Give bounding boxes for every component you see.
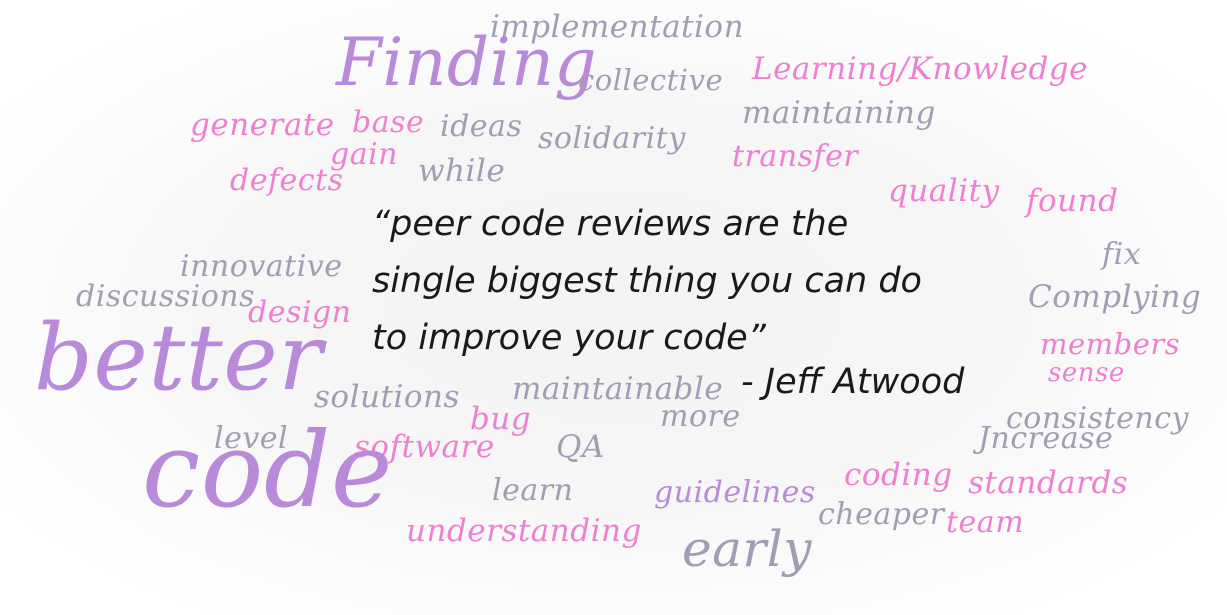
word-more: more (660, 399, 741, 434)
quote-line-3: to improve your code” (372, 318, 766, 358)
word-quality: quality (888, 173, 1000, 209)
word-maintainable: maintainable (512, 371, 724, 407)
word-innovative: innovative (180, 249, 343, 284)
word-defects: defects (230, 163, 344, 198)
word-guidelines: guidelines (654, 475, 816, 510)
word-members: members (1040, 327, 1181, 361)
word-consistency: consistency (1006, 401, 1189, 436)
word-collective: collective (578, 63, 724, 97)
word-level: level (214, 421, 289, 456)
word-sense: sense (1048, 358, 1125, 388)
word-bug: bug (470, 401, 532, 437)
word-transfer: transfer (732, 139, 859, 174)
word-solidarity: solidarity (538, 121, 686, 156)
quote-text: “peer code reviews are the single bigges… (372, 196, 1012, 367)
word-learn: learn (492, 473, 574, 508)
word-maintaining: maintaining (742, 95, 936, 131)
word-better: better (34, 304, 323, 411)
word-early: early (682, 520, 813, 578)
word-understanding: understanding (406, 513, 642, 549)
word-standards: standards (968, 465, 1129, 501)
word-gain: gain (330, 137, 399, 172)
word-while: while (418, 153, 506, 189)
word-coding: coding (844, 457, 953, 493)
word-generate: generate (190, 107, 335, 143)
quote-line-1: “peer code reviews are the (372, 204, 849, 244)
quote-author: - Jeff Atwood (741, 362, 965, 402)
word-complying: Complying (1028, 279, 1202, 315)
word-base: base (352, 105, 425, 140)
word-implementation: implementation (490, 9, 745, 45)
word-discussions: discussions (76, 279, 255, 314)
word-software: software (354, 429, 495, 465)
word-design: design (248, 295, 352, 330)
quote-line-2: single biggest thing you can do (372, 261, 922, 301)
word-found: found (1026, 183, 1119, 219)
word-fix: fix (1102, 237, 1142, 272)
word-finding: Finding (336, 24, 598, 101)
word-learning-knowledge: Learning/Knowledge (752, 51, 1088, 87)
word-solutions: solutions (314, 379, 460, 415)
word-cheaper: cheaper (818, 497, 945, 532)
word-ideas: ideas (440, 109, 523, 144)
word-code: code (142, 409, 393, 531)
word-team: team (946, 505, 1025, 540)
word-qa: QA (556, 429, 605, 465)
word-increase: Jncrease (978, 421, 1114, 456)
